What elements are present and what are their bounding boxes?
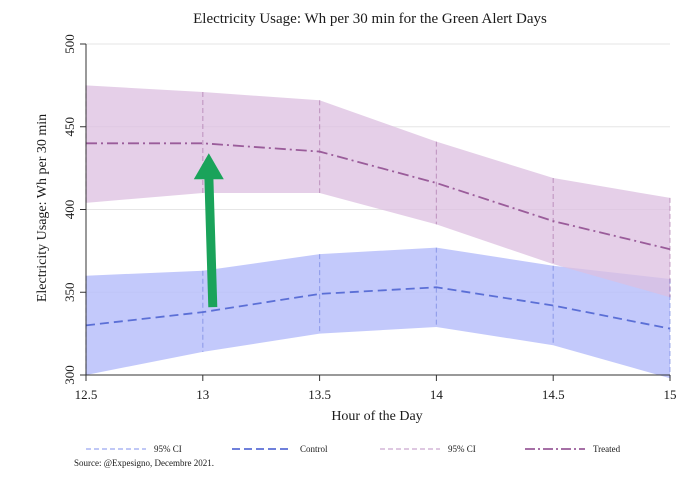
series-line-control xyxy=(85,286,671,330)
x-tick-label: 15 xyxy=(664,387,677,402)
legend-label: Treated xyxy=(593,444,621,454)
x-tick-label: 14.5 xyxy=(542,387,565,402)
legend-label: 95% CI xyxy=(154,444,182,454)
arrow-shaft xyxy=(204,175,218,308)
x-tick-label: 13 xyxy=(196,387,209,402)
y-tick-label: 450 xyxy=(62,117,77,137)
legend-item: 95% CI xyxy=(86,444,182,454)
x-axis-label: Hour of the Day xyxy=(331,409,422,424)
ci-band-treated xyxy=(86,85,670,298)
annotation-arrow xyxy=(193,153,224,308)
x-tick-label: 12.5 xyxy=(75,387,98,402)
legend-item: 95% CI xyxy=(380,444,476,454)
ci-bands xyxy=(86,85,670,379)
axes: 300 350 400 450 500 12.5 13 13.5 14 14.5 15 xyxy=(62,34,677,402)
legend-item: Control xyxy=(232,444,328,454)
legend: 95% CI Control 95% CI Treated xyxy=(86,444,621,454)
chart-title: Electricity Usage: Wh per 30 min for the… xyxy=(193,11,547,27)
legend-label: 95% CI xyxy=(448,444,476,454)
y-axis-label: Electricity Usage: Wh per 30 min xyxy=(35,114,50,302)
y-tick-label: 400 xyxy=(62,200,77,220)
y-tick-label: 350 xyxy=(62,283,77,303)
y-tick-label: 500 xyxy=(62,34,77,54)
series-line-treated xyxy=(86,142,671,251)
y-tick-label: 300 xyxy=(62,365,77,385)
source-note: Source: @Expesigno, Decembre 2021. xyxy=(74,458,214,468)
arrow-head xyxy=(193,153,224,180)
x-tick-label: 14 xyxy=(430,387,444,402)
ci-band-control xyxy=(86,247,670,379)
legend-item: Treated xyxy=(525,444,621,454)
x-tick-label: 13.5 xyxy=(308,387,331,402)
legend-label: Control xyxy=(300,444,328,454)
series-lines xyxy=(85,142,671,330)
